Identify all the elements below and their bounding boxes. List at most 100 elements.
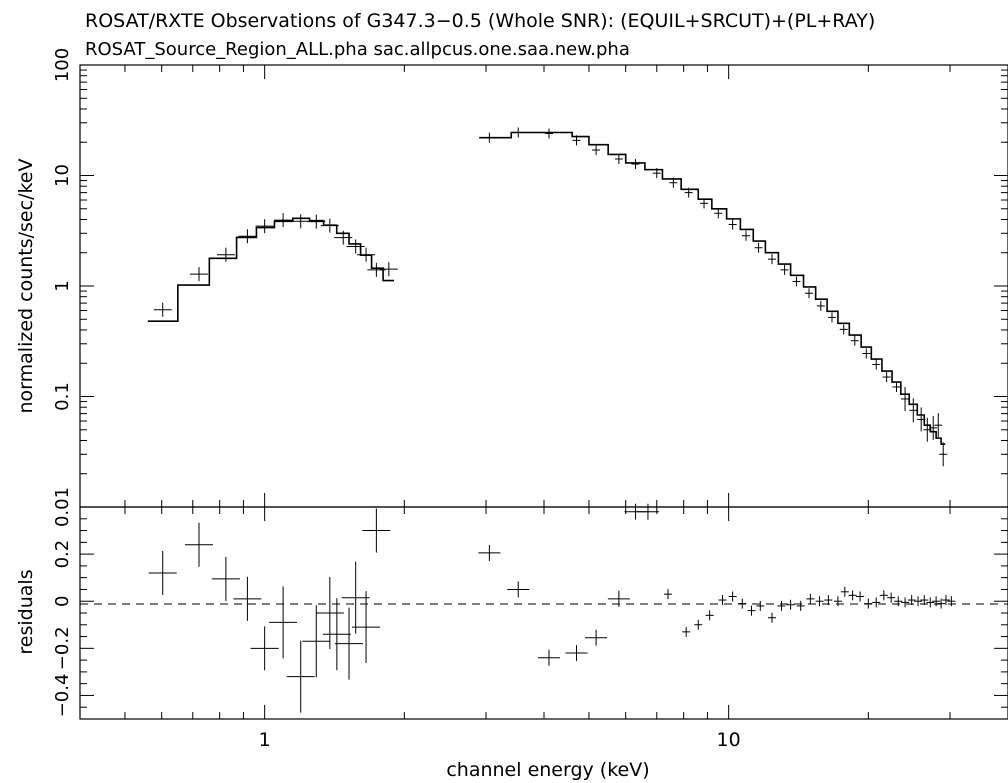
residuals-axis-ticks (79, 506, 1008, 720)
spectrum-data-points (153, 127, 948, 467)
data-point (872, 359, 881, 370)
residual-point (840, 586, 849, 597)
residual-point (856, 591, 865, 602)
y-tick-label: 100 (52, 48, 73, 82)
residual-point (947, 596, 956, 607)
residual-point (694, 619, 703, 630)
data-point (357, 247, 376, 262)
data-point (684, 187, 693, 198)
y-tick-label: 0.01 (52, 487, 73, 527)
data-point (631, 159, 640, 170)
residuals-panel: −0.4 −0.2 0 0.2 residuals (15, 503, 1008, 720)
data-point (485, 132, 494, 143)
residual-point (682, 626, 691, 637)
data-point (255, 219, 274, 234)
data-point (929, 415, 938, 440)
residual-point (507, 581, 530, 598)
residual-point (211, 556, 240, 601)
residuals-frame (79, 506, 1008, 720)
spectrum-y-tick-labels: 0.01 0.1 1 10 100 (52, 48, 73, 527)
data-point (767, 254, 776, 265)
data-point (882, 372, 891, 383)
residual-point (185, 522, 214, 567)
residual-point (286, 640, 315, 713)
y-tick-label: −0.4 (52, 674, 73, 718)
residual-point (756, 600, 765, 611)
data-point (216, 247, 235, 262)
residual-point (250, 626, 279, 671)
model-step-line (479, 131, 946, 446)
residual-point (920, 595, 929, 606)
data-point (544, 128, 553, 139)
data-point (614, 154, 623, 165)
y-tick-label: 1 (52, 280, 73, 291)
residual-point (607, 590, 630, 607)
x-tick-labels: 1 10 (259, 729, 741, 751)
residual-point (269, 586, 298, 659)
residuals-y-tick-labels: −0.4 −0.2 0 0.2 (52, 540, 73, 718)
data-point (320, 218, 339, 233)
residual-point (833, 596, 842, 607)
residual-point (767, 612, 776, 623)
data-point (346, 239, 365, 254)
data-point (714, 208, 723, 219)
y-tick-label: 10 (52, 164, 73, 187)
data-point (514, 127, 523, 138)
data-point (827, 312, 836, 323)
data-point (923, 417, 932, 442)
residual-point (537, 649, 560, 666)
chart-title: ROSAT/RXTE Observations of G347.3−0.5 (W… (85, 10, 875, 32)
spectrum-y-axis-label: normalized counts/sec/keV (15, 159, 37, 414)
x-axis-label: channel energy (keV) (446, 759, 649, 781)
residual-point (718, 595, 727, 606)
residual-point (815, 596, 824, 607)
residual-point (932, 596, 941, 607)
data-point (652, 168, 661, 179)
residual-point (728, 591, 737, 602)
residual-point (352, 591, 381, 664)
residual-point (872, 597, 881, 608)
data-point (742, 230, 751, 241)
y-tick-label: 0 (52, 595, 73, 606)
residual-point (636, 503, 659, 520)
residual-point (796, 600, 805, 611)
residual-point (914, 596, 923, 607)
data-point (892, 381, 901, 392)
y-tick-label: −0.2 (52, 626, 73, 670)
residual-point (362, 508, 391, 553)
residual-point (887, 592, 896, 603)
data-point (334, 230, 353, 245)
residuals-y-axis-label: residuals (15, 569, 37, 654)
residual-point (335, 607, 364, 680)
data-point (754, 242, 763, 253)
data-point (805, 288, 814, 299)
data-point (862, 348, 871, 359)
data-point (291, 214, 310, 229)
residual-point (926, 597, 935, 608)
residual-point (302, 605, 331, 678)
residual-point (585, 629, 608, 646)
residual-point (864, 598, 873, 609)
x-tick-label: 1 (259, 729, 271, 751)
residual-point (848, 590, 857, 601)
data-point (816, 300, 825, 311)
chart-subtitle: ROSAT_Source_Region_ALL.pha sac.allpcus.… (85, 39, 630, 60)
data-point (728, 219, 737, 230)
residual-point (148, 550, 177, 595)
data-point (379, 262, 398, 277)
data-point (669, 177, 678, 188)
data-point (839, 324, 848, 335)
data-point (307, 214, 326, 229)
residual-point (705, 610, 714, 621)
residual-point (738, 598, 747, 609)
spectrum-model-steps (147, 131, 946, 446)
residual-point (233, 576, 262, 621)
data-point (780, 264, 789, 275)
residual-point (663, 589, 672, 600)
data-point (592, 145, 601, 156)
residual-point (747, 605, 756, 616)
residual-point (777, 600, 786, 611)
spectrum-frame (79, 64, 1008, 508)
model-step-line (147, 217, 394, 323)
